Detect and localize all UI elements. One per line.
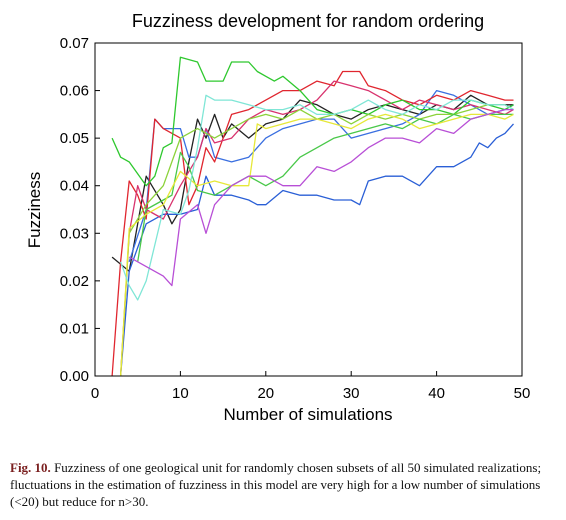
y-tick-label: 0.01 xyxy=(60,320,89,337)
chart-title: Fuzziness development for random orderin… xyxy=(132,11,484,31)
y-axis-ticks: 0.00 0.01 0.02 0.03 0.04 0.05 0.06 0.07 xyxy=(60,35,100,385)
caption-label: Fig. 10. xyxy=(10,460,51,475)
y-tick-label: 0.00 xyxy=(60,368,89,385)
figure-caption: Fig. 10. Fuzziness of one geological uni… xyxy=(10,459,556,510)
caption-text: Fuzziness of one geological unit for ran… xyxy=(10,460,542,509)
x-tick-label: 40 xyxy=(428,385,445,402)
x-tick-label: 10 xyxy=(172,385,189,402)
plot-area-frame xyxy=(94,42,523,377)
series-line-3 xyxy=(128,89,514,263)
x-axis-label: Number of simulations xyxy=(223,405,392,424)
y-tick-label: 0.02 xyxy=(60,273,89,290)
y-axis-label: Fuzziness xyxy=(25,172,44,249)
series-line-7 xyxy=(119,104,514,377)
y-tick-label: 0.03 xyxy=(60,225,89,242)
y-tick-label: 0.04 xyxy=(60,178,89,195)
series-line-2 xyxy=(119,123,514,377)
series-group xyxy=(111,56,514,377)
x-tick-label: 30 xyxy=(343,385,360,402)
series-line-1 xyxy=(111,94,514,272)
x-tick-label: 20 xyxy=(257,385,274,402)
series-line-10 xyxy=(119,94,514,301)
x-axis-ticks: 0 10 20 30 40 50 xyxy=(91,371,531,402)
fuzziness-chart: Fuzziness development for random orderin… xyxy=(25,11,531,424)
x-tick-label: 50 xyxy=(514,385,531,402)
series-line-8 xyxy=(137,113,514,262)
series-line-11 xyxy=(128,108,514,287)
y-tick-label: 0.05 xyxy=(60,130,89,147)
series-line-4 xyxy=(111,70,514,377)
x-tick-label: 0 xyxy=(91,385,99,402)
y-tick-label: 0.06 xyxy=(60,83,89,100)
series-line-9 xyxy=(119,113,514,377)
y-tick-label: 0.07 xyxy=(60,35,89,52)
